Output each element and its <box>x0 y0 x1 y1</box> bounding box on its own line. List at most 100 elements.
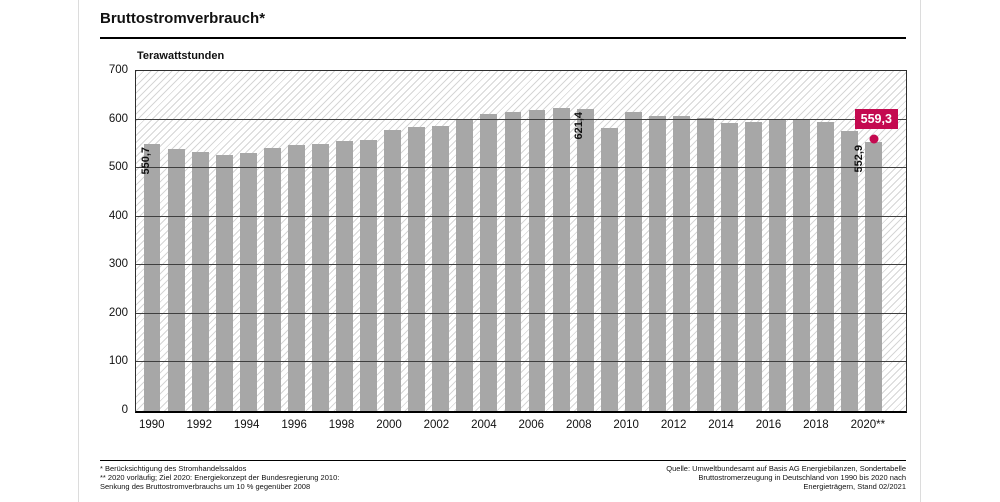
target-marker-dot <box>869 134 879 144</box>
y-tick-label: 700 <box>108 64 128 76</box>
bar-1991 <box>167 148 185 411</box>
y-tick-label: 600 <box>108 112 128 125</box>
x-tick-label-2014: 2014 <box>708 419 734 431</box>
bar-column-2002 <box>429 71 453 411</box>
bar-column-1990: 550,7 <box>140 71 164 411</box>
bar-1995 <box>263 148 281 411</box>
footnotes: * Berücksichtigung des Stromhandelssaldo… <box>100 464 339 491</box>
y-tick-label: 300 <box>108 258 128 271</box>
page-edge-line <box>920 0 921 502</box>
bar-1992 <box>191 152 209 411</box>
x-tick-empty <box>307 419 329 431</box>
bar-column-1994 <box>236 71 260 411</box>
x-tick-label-1990: 1990 <box>139 419 165 431</box>
footer-divider <box>100 460 906 461</box>
title-divider <box>100 37 906 39</box>
x-tick-label-2020: 2020** <box>850 419 886 431</box>
page-edge-line <box>78 0 79 502</box>
footnote-line: Senkung des Bruttostromverbrauchs um 10 … <box>100 482 311 491</box>
x-tick-label-1996: 1996 <box>281 419 307 431</box>
bar-column-2005 <box>501 71 525 411</box>
chart-title: Bruttostromverbrauch* <box>100 10 266 27</box>
x-tick-label-2004: 2004 <box>471 419 497 431</box>
bar-column-2004 <box>477 71 501 411</box>
bar-column-2000 <box>381 71 405 411</box>
x-tick-empty <box>165 419 187 431</box>
target-value-badge: 559,3 <box>854 108 898 130</box>
bar-2007 <box>552 108 570 411</box>
gridline-100 <box>136 361 906 363</box>
bar-2018 <box>817 122 835 411</box>
bar-column-2003 <box>453 71 477 411</box>
bar-column-2008: 621,4 <box>573 71 597 411</box>
y-tick-label: 400 <box>108 209 128 222</box>
bar-2016 <box>769 120 787 411</box>
bar-value-label-2008: 621,4 <box>573 112 586 140</box>
x-tick-empty <box>259 419 281 431</box>
bar-column-2009 <box>597 71 621 411</box>
bar-column-1999 <box>357 71 381 411</box>
bar-column-2011 <box>645 71 669 411</box>
bar-2012 <box>672 116 690 411</box>
x-tick-label-1998: 1998 <box>328 419 355 431</box>
bar-2006 <box>528 109 546 411</box>
y-tick-label: 500 <box>108 161 128 174</box>
bar-2002 <box>432 125 450 411</box>
x-tick-label-2010: 2010 <box>613 419 639 431</box>
bar-1993 <box>215 154 233 411</box>
footnote-line: * Berücksichtigung des Stromhandelssaldo… <box>100 464 247 473</box>
x-tick-empty <box>544 419 566 431</box>
bar-value-label-1990: 550,7 <box>140 146 152 175</box>
bar-1994 <box>239 153 257 411</box>
x-tick-empty <box>639 419 661 431</box>
bar-2019 <box>841 131 859 411</box>
x-tick-empty <box>354 419 376 431</box>
bar-2015 <box>745 121 763 411</box>
source-line: Bruttostromerzeugung in Deutschland von … <box>698 473 906 482</box>
bar-2000 <box>384 129 402 411</box>
bar-column-2015 <box>742 71 766 411</box>
gridline-600 <box>136 118 906 120</box>
x-tick-empty <box>497 419 519 431</box>
bar-column-2016 <box>766 71 790 411</box>
plot-area: 550,7 621,4 552,9 559,3 <box>135 70 907 413</box>
bar-column-2006 <box>525 71 549 411</box>
bar-column-1993 <box>212 71 236 411</box>
bars-layer: 550,7 621,4 552,9 559,3 <box>140 71 898 411</box>
y-tick-label: 0 <box>121 404 128 416</box>
bar-2014 <box>721 122 738 411</box>
bar-column-2007 <box>549 71 573 411</box>
bar-column-2019 <box>838 71 862 411</box>
bar-2009 <box>600 127 618 411</box>
bar-2005 <box>504 111 522 411</box>
bar-1999 <box>360 140 378 411</box>
bar-2011 <box>648 115 666 411</box>
bar-column-1991 <box>164 71 188 411</box>
x-tick-empty <box>686 419 708 431</box>
footnote-line: ** 2020 vorläufig; Ziel 2020: Energiekon… <box>100 473 340 482</box>
bar-1997 <box>312 143 329 411</box>
gridline-500 <box>136 167 906 169</box>
x-tick-label-2006: 2006 <box>518 419 545 431</box>
x-tick-empty <box>829 419 851 431</box>
source-attribution: Quelle: Umweltbundesamt auf Basis AG Ene… <box>666 464 906 491</box>
bar-2008 <box>576 109 594 411</box>
x-tick-empty <box>734 419 756 431</box>
x-tick-label-2016: 2016 <box>755 419 782 431</box>
y-tick-label: 100 <box>108 355 128 368</box>
bar-column-2014 <box>718 71 742 411</box>
x-tick-label-2002: 2002 <box>423 419 450 431</box>
bar-column-2001 <box>405 71 429 411</box>
bar-column-1996 <box>284 71 308 411</box>
y-axis-unit-label: Terawattstunden <box>137 50 225 62</box>
grid-layer <box>136 71 906 411</box>
x-tick-empty <box>402 419 424 431</box>
y-tick-label: 200 <box>108 306 128 319</box>
bar-column-1995 <box>260 71 284 411</box>
bar-1996 <box>287 145 305 411</box>
x-tick-label-2018: 2018 <box>803 419 829 431</box>
source-line: Energieträgern, Stand 02/2021 <box>803 482 906 491</box>
bar-column-1998 <box>333 71 357 411</box>
x-tick-label-1992: 1992 <box>186 419 213 431</box>
